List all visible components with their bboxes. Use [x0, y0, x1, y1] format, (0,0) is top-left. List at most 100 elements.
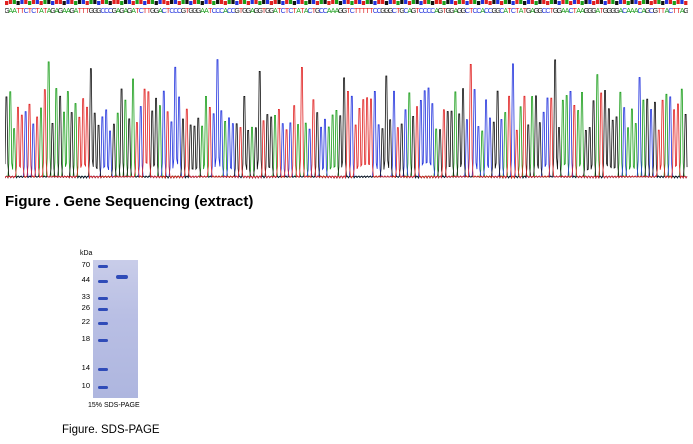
quality-segment [285, 0, 289, 4]
quality-segment [384, 1, 389, 5]
quality-segment [166, 1, 170, 5]
base-letter: C [281, 8, 286, 14]
base-letter: C [668, 8, 673, 14]
quality-segment [588, 0, 592, 4]
quality-segment [139, 0, 143, 4]
base-letter: A [250, 8, 255, 14]
quality-segment [423, 0, 427, 4]
quality-segment [561, 0, 565, 4]
base-letter: A [12, 8, 17, 14]
quality-segment [273, 0, 277, 4]
quality-segment [388, 0, 392, 4]
quality-segment [634, 0, 638, 4]
base-letter: A [331, 8, 336, 14]
quality-segment [346, 0, 350, 4]
base-letter: C [215, 8, 220, 14]
base-letter: C [484, 8, 489, 14]
base-letter: T [147, 8, 152, 14]
base-letter: C [430, 8, 435, 14]
base-letter: T [354, 8, 359, 14]
base-letter: C [476, 8, 481, 14]
ladder-band-26 [98, 308, 108, 311]
base-letter: T [85, 8, 90, 14]
quality-segment [338, 1, 343, 5]
quality-segment [622, 0, 627, 4]
base-letter: A [327, 8, 332, 14]
base-letter: T [35, 8, 40, 14]
quality-segment [311, 0, 316, 4]
base-letter: T [469, 8, 474, 14]
quality-segment [453, 1, 458, 5]
base-letter: G [683, 8, 688, 14]
base-letter: G [603, 8, 608, 14]
base-letter: C [104, 8, 109, 14]
trace-t [5, 63, 688, 180]
base-letter: G [457, 8, 462, 14]
base-letter: A [124, 8, 129, 14]
base-letter: T [16, 8, 21, 14]
base-letter: G [342, 8, 347, 14]
quality-segment [208, 0, 212, 4]
marker-label-14: 14 [81, 363, 90, 372]
quality-segment [649, 1, 653, 5]
base-letter: G [587, 8, 592, 14]
ladder-band-44 [98, 280, 108, 283]
base-letter: T [369, 8, 374, 14]
quality-segment [611, 0, 615, 4]
base-letter: A [576, 8, 581, 14]
quality-segment [154, 1, 158, 5]
quality-segment [492, 0, 496, 4]
quality-segment [430, 1, 435, 5]
quality-segment [43, 0, 47, 4]
quality-segment [534, 1, 538, 5]
base-letter: C [392, 8, 397, 14]
base-letter: C [169, 8, 174, 14]
quality-segment [181, 0, 185, 4]
base-letter: C [473, 8, 478, 14]
quality-segment [526, 0, 531, 4]
base-letter: C [545, 8, 550, 14]
quality-segment [20, 0, 24, 4]
quality-segment [123, 0, 128, 4]
quality-segment [392, 0, 396, 4]
marker-label-10: 10 [81, 381, 90, 390]
base-letter: A [116, 8, 121, 14]
quality-segment [676, 0, 680, 4]
quality-segment [473, 0, 477, 4]
base-letter: A [634, 8, 639, 14]
base-letter: A [296, 8, 301, 14]
quality-segment [645, 0, 650, 4]
quality-segment [515, 0, 519, 4]
quality-segment [373, 1, 377, 5]
base-letter: C [177, 8, 182, 14]
quality-segment [553, 0, 557, 4]
quality-segment [419, 1, 423, 5]
base-letter: T [362, 8, 367, 14]
quality-segment [93, 0, 97, 4]
quality-segment [104, 0, 108, 4]
base-letter: G [388, 8, 393, 14]
quality-segment [212, 1, 216, 5]
base-letter: T [143, 8, 148, 14]
quality-segment [565, 0, 569, 4]
quality-segment [434, 0, 438, 4]
quality-segment [120, 1, 124, 5]
base-letter: A [131, 8, 136, 14]
base-letter: C [219, 8, 224, 14]
quality-segment [607, 0, 611, 4]
base-letter: T [676, 8, 681, 14]
base-letter: C [419, 8, 424, 14]
quality-segment [427, 0, 431, 4]
base-letter: T [442, 8, 447, 14]
base-letter: C [511, 8, 516, 14]
quality-segment [603, 1, 607, 5]
quality-segment [250, 0, 254, 4]
quality-segment [223, 1, 227, 5]
marker-label-22: 22 [81, 317, 90, 326]
base-letter: C [323, 8, 328, 14]
protein-band [116, 275, 128, 279]
base-letter: T [657, 8, 662, 14]
quality-segment [592, 1, 596, 5]
quality-segment [396, 1, 400, 5]
